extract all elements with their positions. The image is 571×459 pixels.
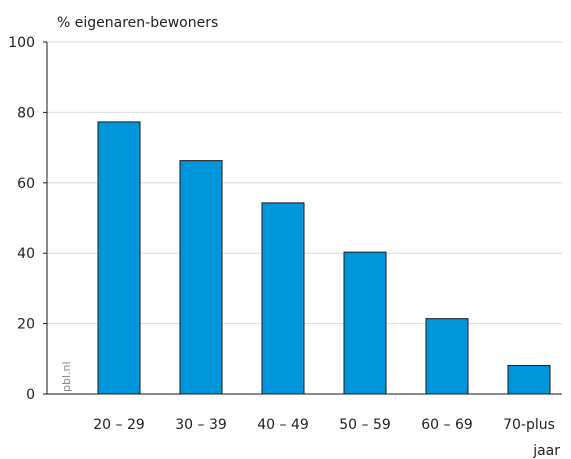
- x-tick-label: 50 – 59: [339, 417, 391, 433]
- watermark: pbl.nl: [60, 361, 73, 392]
- y-tick-label: 80: [17, 105, 35, 121]
- bar: [343, 251, 387, 395]
- bar: [507, 364, 551, 395]
- y-tick-labels: 0 20 40 60 80 100: [8, 35, 47, 403]
- bar: [425, 318, 469, 395]
- y-tick-label: 0: [26, 387, 35, 403]
- y-axis-label: % eigenaren-bewoners: [57, 15, 218, 31]
- bars: [97, 121, 551, 395]
- y-tick-label: 60: [17, 176, 35, 192]
- y-tick-label: 20: [17, 317, 35, 333]
- x-tick-label: 20 – 29: [93, 417, 145, 433]
- x-tick-label: 40 – 49: [257, 417, 309, 433]
- y-tick-label: 40: [17, 246, 35, 262]
- x-tick-labels: 20 – 29 30 – 39 40 – 49 50 – 59 60 – 69 70-pl…: [93, 417, 555, 433]
- x-tick-label: 70-plus: [503, 417, 555, 433]
- x-tick-label: 60 – 69: [421, 417, 473, 433]
- y-tick-label: 100: [8, 35, 35, 51]
- x-tick-label: 30 – 39: [175, 417, 227, 433]
- bar: [97, 121, 141, 395]
- bar: [179, 160, 223, 395]
- bar: [261, 202, 305, 395]
- x-axis-label: jaar: [532, 443, 560, 459]
